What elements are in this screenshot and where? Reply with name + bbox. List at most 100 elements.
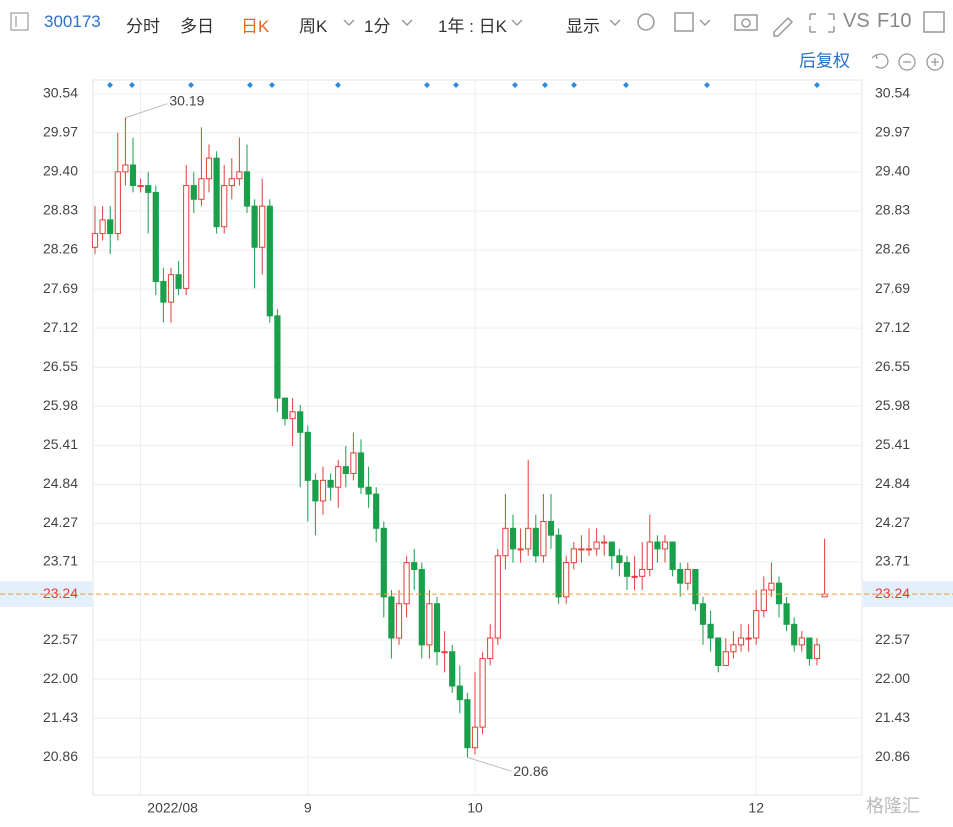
- candle-body: [547, 520, 555, 536]
- icon: [10, 12, 29, 31]
- min-pointer: [467, 756, 512, 772]
- candle-body: [669, 541, 676, 570]
- candle-body: [487, 637, 494, 660]
- y-tick-label: 22.57: [43, 631, 78, 647]
- candle-body: [464, 699, 471, 749]
- candle-body: [639, 568, 646, 577]
- tab[interactable]: 日K: [241, 17, 270, 36]
- candle-body: [585, 548, 593, 551]
- candle-body: [236, 171, 243, 180]
- candle-body: [783, 603, 790, 625]
- y-tick-label: 28.26: [43, 241, 78, 257]
- candle-body: [555, 534, 562, 598]
- candle-body: [365, 486, 372, 495]
- candle-body: [259, 205, 266, 248]
- y2-tick-label: 28.83: [875, 202, 910, 218]
- candle-body: [403, 562, 410, 605]
- last-price-label: 23.24: [875, 585, 910, 601]
- candle-body: [646, 541, 653, 570]
- candle-body: [198, 178, 205, 200]
- candle-body: [433, 603, 441, 653]
- candle-body: [684, 568, 691, 584]
- candle-body: [213, 157, 220, 228]
- candle-body: [152, 191, 159, 283]
- adjust-button[interactable]: 后复权: [799, 51, 850, 70]
- zoom-icons: [871, 53, 944, 71]
- y-tick-label: 20.86: [43, 748, 78, 764]
- candle-body: [517, 548, 524, 551]
- x-tick-label: 2022/08: [147, 800, 198, 816]
- y-tick-label: 24.27: [43, 514, 78, 530]
- max-label: 30.19: [169, 92, 204, 108]
- candle-body: [753, 610, 760, 639]
- candle-body: [623, 562, 631, 577]
- candle-body: [631, 575, 638, 578]
- candle-body: [145, 185, 152, 193]
- y-tick-label: 30.54: [43, 84, 78, 100]
- toolbar-icons: [343, 11, 945, 37]
- vs[interactable]: VS: [843, 10, 870, 32]
- candle-body: [699, 603, 707, 625]
- min-label: 20.86: [513, 763, 548, 779]
- candle-body: [274, 315, 281, 399]
- candle-body: [525, 527, 532, 550]
- candle-body: [532, 527, 539, 557]
- candle-body: [707, 623, 714, 639]
- candle-body: [114, 171, 121, 235]
- candle-body: [608, 541, 615, 557]
- candle-body: [380, 527, 387, 598]
- y2-tick-label: 25.41: [875, 436, 910, 452]
- x-tick-label: 12: [748, 800, 764, 816]
- candle-body: [737, 637, 745, 646]
- y2-tick-label: 27.12: [875, 319, 910, 335]
- candle-body: [373, 493, 380, 529]
- candle-body: [616, 555, 623, 564]
- candle-body: [350, 452, 357, 474]
- y2-tick-label: 22.00: [875, 670, 910, 686]
- plot-frame: [92, 79, 863, 796]
- candle-body: [692, 568, 699, 605]
- candle-body: [335, 466, 342, 488]
- y2-tick-label: 24.84: [875, 475, 910, 491]
- candle-body: [426, 603, 433, 646]
- tab[interactable]: 1年 : 日K: [438, 17, 507, 36]
- candle-body: [342, 466, 349, 474]
- y2-tick-label: 22.57: [875, 631, 910, 647]
- candle-body: [122, 164, 129, 173]
- y-tick-label: 29.40: [43, 163, 78, 179]
- candle-body: [745, 637, 752, 640]
- f10[interactable]: F10: [877, 10, 912, 32]
- candle-body: [251, 205, 258, 248]
- tab[interactable]: 周K: [299, 17, 328, 36]
- tab[interactable]: 1分: [364, 17, 391, 36]
- candle-body: [289, 411, 296, 420]
- y-tick-label: 27.12: [43, 319, 78, 335]
- candle-body: [601, 541, 608, 544]
- candle-body: [99, 219, 106, 235]
- candle-body: [266, 205, 273, 317]
- tab[interactable]: 分时: [126, 17, 160, 36]
- y2-tick-label: 29.40: [875, 163, 910, 179]
- candle-body: [221, 185, 228, 228]
- candle-body: [479, 658, 486, 728]
- candle-body: [304, 431, 311, 481]
- candle-body: [791, 623, 798, 646]
- candle-body: [388, 596, 395, 639]
- candle-body: [395, 603, 403, 639]
- candle-body: [760, 589, 767, 612]
- candle-body: [190, 185, 197, 200]
- y2-tick-label: 25.98: [875, 397, 910, 413]
- tab[interactable]: 多日: [180, 17, 214, 36]
- candle-body: [418, 568, 425, 646]
- candle-body: [661, 541, 669, 550]
- candle-body: [228, 178, 235, 187]
- candle-body: [449, 651, 456, 687]
- candle-body: [730, 644, 737, 653]
- candle-body: [319, 479, 327, 502]
- stock-code[interactable]: 300173: [44, 12, 101, 31]
- max-pointer: [125, 103, 168, 119]
- candle-body: [441, 651, 448, 654]
- tab[interactable]: 显示: [566, 17, 600, 36]
- candle-body: [312, 479, 319, 502]
